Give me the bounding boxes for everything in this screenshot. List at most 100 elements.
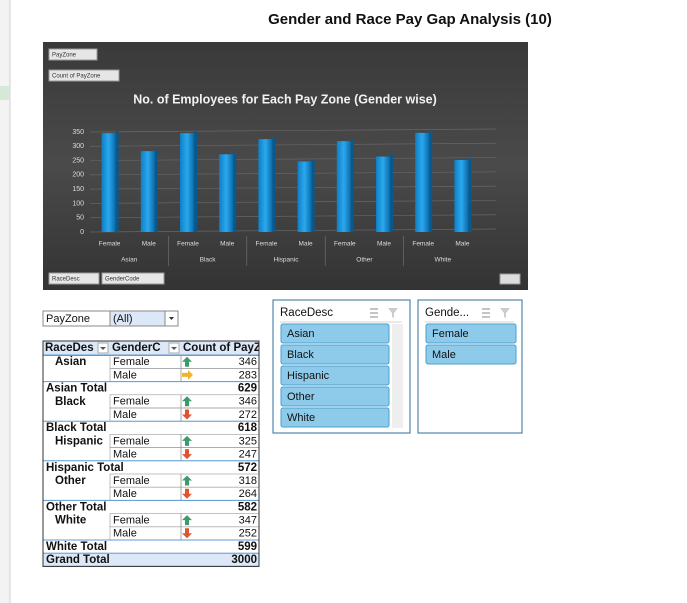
chart-title: No. of Employees for Each Pay Zone (Gend… bbox=[133, 92, 437, 106]
row-gender: Female bbox=[113, 475, 150, 487]
bar bbox=[258, 139, 273, 232]
pivot-header: RaceDes bbox=[45, 342, 94, 354]
y-tick-label: 300 bbox=[72, 143, 84, 150]
icon-up bbox=[182, 515, 192, 526]
x-tick-label: Male bbox=[377, 241, 391, 248]
bar-side bbox=[154, 149, 158, 232]
row-gender: Female bbox=[113, 356, 150, 368]
slicer-item-label[interactable]: Asian bbox=[287, 328, 315, 340]
slicer-title: RaceDesc bbox=[280, 307, 333, 319]
bar-side bbox=[311, 159, 315, 232]
bar bbox=[101, 133, 116, 232]
slicer-item-label[interactable]: Other bbox=[287, 391, 315, 403]
icon-up bbox=[182, 396, 192, 407]
row-count: 252 bbox=[239, 528, 257, 540]
pivot-header-bg bbox=[43, 341, 259, 356]
bar-side bbox=[272, 137, 276, 232]
filter-label: PayZone bbox=[46, 313, 90, 325]
icon-side bbox=[182, 369, 193, 380]
bar bbox=[454, 160, 469, 232]
x-tick-label: Male bbox=[142, 241, 156, 248]
bar bbox=[180, 133, 194, 232]
multi-select-icon bbox=[370, 308, 378, 318]
total-label: Black Total bbox=[46, 422, 107, 434]
bar-side bbox=[390, 154, 393, 232]
axis-button bbox=[48, 272, 100, 285]
y-tick-label: 350 bbox=[72, 129, 84, 136]
field-button bbox=[48, 69, 120, 82]
expand-button bbox=[499, 273, 521, 285]
total-count: 582 bbox=[238, 501, 257, 513]
axis-button-label: RaceDesc bbox=[52, 277, 80, 283]
dropdown-arrow bbox=[100, 347, 106, 350]
icon-down bbox=[182, 409, 192, 420]
x-group-label: White bbox=[434, 257, 451, 264]
row-gender: Male bbox=[113, 449, 137, 461]
bar bbox=[415, 132, 430, 232]
sheet-title: Gender and Race Pay Gap Analysis (10) bbox=[268, 11, 552, 28]
row-count: 272 bbox=[239, 409, 257, 421]
row-gender: Male bbox=[113, 369, 137, 381]
total-count: 618 bbox=[238, 422, 258, 434]
bar bbox=[336, 141, 351, 232]
bar-side bbox=[429, 130, 433, 232]
total-label: Other Total bbox=[46, 501, 106, 513]
total-label: White Total bbox=[46, 541, 107, 553]
clear-filter-icon bbox=[388, 308, 398, 318]
bar-side bbox=[194, 131, 197, 232]
row-race: White bbox=[55, 515, 86, 527]
slicer-item-label[interactable]: Male bbox=[432, 349, 456, 361]
y-tick-label: 0 bbox=[80, 229, 84, 236]
total-count: 599 bbox=[238, 541, 257, 553]
grand-total-count: 3000 bbox=[231, 554, 257, 566]
slicer-item-label[interactable]: Female bbox=[432, 328, 469, 340]
x-tick-label: Female bbox=[334, 241, 356, 248]
slicer bbox=[417, 299, 523, 434]
filter-value: (All) bbox=[113, 313, 133, 325]
icon-down bbox=[182, 528, 192, 539]
y-tick-label: 250 bbox=[72, 157, 84, 164]
slicer-item-label[interactable]: Black bbox=[287, 349, 314, 361]
x-tick-label: Female bbox=[99, 241, 121, 248]
slicer-item[interactable] bbox=[425, 344, 517, 365]
total-count: 629 bbox=[238, 383, 257, 395]
bar bbox=[376, 156, 390, 232]
slicer-item-label[interactable]: Hispanic bbox=[287, 370, 330, 382]
chart-area bbox=[43, 42, 528, 290]
row-count: 346 bbox=[239, 356, 257, 368]
icon-down bbox=[182, 449, 192, 460]
row-count: 318 bbox=[239, 475, 257, 487]
slicer-item[interactable] bbox=[280, 407, 390, 428]
axis-button-label: GenderCode bbox=[105, 277, 140, 283]
icon-up bbox=[182, 475, 192, 486]
pivot-header: GenderC bbox=[112, 342, 161, 354]
x-group-label: Asian bbox=[121, 257, 138, 264]
icon-up bbox=[182, 435, 192, 446]
y-tick-label: 200 bbox=[72, 172, 84, 179]
slicer-item[interactable] bbox=[280, 386, 390, 407]
multi-select-icon bbox=[482, 308, 490, 318]
row-count: 347 bbox=[239, 515, 257, 527]
icon-up bbox=[182, 356, 192, 367]
x-tick-label: Male bbox=[299, 241, 313, 248]
slicer-item[interactable] bbox=[280, 323, 390, 344]
x-group-label: Other bbox=[356, 257, 373, 264]
slicer-item[interactable] bbox=[280, 344, 390, 365]
row-race: Other bbox=[55, 475, 86, 487]
dropdown-arrow bbox=[171, 347, 177, 350]
x-tick-label: Male bbox=[220, 241, 234, 248]
row-race: Asian bbox=[55, 356, 86, 368]
row-count: 283 bbox=[239, 369, 257, 381]
x-group-label: Black bbox=[200, 257, 217, 264]
slicer-item[interactable] bbox=[280, 365, 390, 386]
slicer-item-label[interactable]: White bbox=[287, 412, 315, 424]
bar bbox=[219, 154, 234, 232]
row-gender: Female bbox=[113, 396, 150, 408]
total-count: 572 bbox=[238, 462, 257, 474]
bar-side bbox=[468, 158, 472, 232]
grand-total-label: Grand Total bbox=[46, 554, 110, 566]
y-tick-label: 100 bbox=[72, 200, 84, 207]
clear-filter-icon bbox=[500, 308, 510, 318]
slicer-item[interactable] bbox=[425, 323, 517, 344]
